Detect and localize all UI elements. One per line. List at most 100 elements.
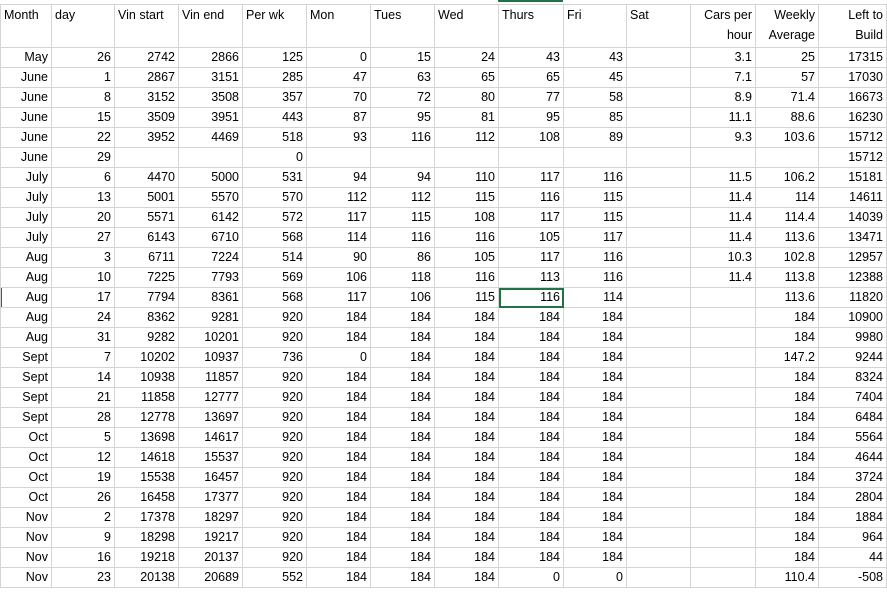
cell[interactable]: 2742 — [114, 47, 179, 68]
cell[interactable]: 7 — [51, 347, 115, 368]
cell[interactable]: 112 — [434, 127, 499, 148]
cell[interactable]: 9 — [51, 527, 115, 548]
cell[interactable]: 184 — [434, 427, 499, 448]
cell[interactable]: 116 — [434, 227, 499, 248]
cell[interactable]: 184 — [755, 447, 819, 468]
cell[interactable]: 518 — [242, 127, 307, 148]
cell[interactable]: 184 — [563, 507, 627, 528]
cell[interactable]: 184 — [755, 547, 819, 568]
cell[interactable]: 43 — [498, 47, 564, 68]
cell[interactable]: 184 — [498, 427, 564, 448]
cell[interactable]: 11.4 — [690, 187, 756, 208]
cell[interactable]: 5000 — [178, 167, 243, 188]
cell[interactable]: 14618 — [114, 447, 179, 468]
cell[interactable]: 14039 — [818, 207, 887, 228]
cell[interactable]: 3152 — [114, 87, 179, 108]
cell[interactable] — [690, 527, 756, 548]
cell[interactable]: 44 — [818, 547, 887, 568]
cell[interactable]: 63 — [370, 67, 435, 88]
cell[interactable]: 920 — [242, 467, 307, 488]
cell[interactable]: 2867 — [114, 67, 179, 88]
cell[interactable]: 920 — [242, 547, 307, 568]
cell[interactable]: 184 — [306, 487, 371, 508]
cell[interactable]: 184 — [498, 527, 564, 548]
cell[interactable]: 25 — [755, 47, 819, 68]
cell[interactable]: 15712 — [818, 147, 887, 168]
cell[interactable] — [690, 307, 756, 328]
cell[interactable]: 184 — [434, 507, 499, 528]
cell[interactable]: 184 — [755, 487, 819, 508]
cell[interactable]: 116 — [563, 167, 627, 188]
cell[interactable]: 0 — [242, 147, 307, 168]
cell[interactable]: 184 — [498, 487, 564, 508]
cell[interactable] — [626, 407, 691, 428]
cell[interactable]: 110.4 — [755, 567, 819, 588]
cell[interactable]: 11857 — [178, 367, 243, 388]
cell[interactable]: 20138 — [114, 567, 179, 588]
header-cell[interactable]: Sat — [626, 4, 691, 48]
cell[interactable]: 5564 — [818, 427, 887, 448]
cell[interactable]: 15537 — [178, 447, 243, 468]
cell[interactable]: 0 — [306, 347, 371, 368]
cell[interactable]: 17378 — [114, 507, 179, 528]
cell[interactable] — [563, 147, 627, 168]
cell[interactable]: 116 — [370, 227, 435, 248]
cell[interactable]: 9.3 — [690, 127, 756, 148]
cell[interactable]: 9980 — [818, 327, 887, 348]
cell[interactable]: May — [0, 47, 52, 68]
cell[interactable]: 10938 — [114, 367, 179, 388]
cell[interactable]: 184 — [306, 527, 371, 548]
cell[interactable]: 10937 — [178, 347, 243, 368]
cell[interactable]: 16457 — [178, 467, 243, 488]
cell[interactable]: 184 — [563, 527, 627, 548]
cell[interactable]: 184 — [370, 347, 435, 368]
cell[interactable] — [690, 387, 756, 408]
cell[interactable]: June — [0, 147, 52, 168]
cell[interactable]: 4469 — [178, 127, 243, 148]
cell[interactable]: 14611 — [818, 187, 887, 208]
cell[interactable] — [434, 147, 499, 168]
cell[interactable]: Sept — [0, 407, 52, 428]
cell[interactable]: 7794 — [114, 287, 179, 308]
cell[interactable] — [114, 147, 179, 168]
cell[interactable]: 8362 — [114, 307, 179, 328]
cell[interactable]: 184 — [563, 367, 627, 388]
cell[interactable]: 113 — [498, 267, 564, 288]
cell[interactable]: 114 — [306, 227, 371, 248]
cell[interactable]: 184 — [306, 547, 371, 568]
cell[interactable]: 184 — [498, 547, 564, 568]
cell[interactable]: 9282 — [114, 327, 179, 348]
cell[interactable]: 110 — [434, 167, 499, 188]
cell[interactable]: 6711 — [114, 247, 179, 268]
cell[interactable] — [690, 347, 756, 368]
cell[interactable]: 70 — [306, 87, 371, 108]
cell[interactable]: 112 — [370, 187, 435, 208]
cell[interactable] — [690, 327, 756, 348]
cell[interactable]: 94 — [306, 167, 371, 188]
cell[interactable]: 10 — [51, 267, 115, 288]
cell[interactable]: 184 — [370, 387, 435, 408]
cell[interactable] — [690, 407, 756, 428]
cell[interactable] — [690, 447, 756, 468]
cell[interactable]: 113.8 — [755, 267, 819, 288]
cell[interactable]: Aug — [0, 287, 52, 308]
header-cell[interactable]: Per wk — [242, 4, 307, 48]
cell[interactable]: 2 — [51, 507, 115, 528]
cell[interactable] — [498, 147, 564, 168]
cell[interactable]: 184 — [370, 407, 435, 428]
cell[interactable]: Nov — [0, 547, 52, 568]
cell[interactable]: 184 — [370, 307, 435, 328]
cell[interactable]: 184 — [370, 447, 435, 468]
cell[interactable]: 13698 — [114, 427, 179, 448]
cell[interactable]: 3.1 — [690, 47, 756, 68]
cell[interactable]: July — [0, 207, 52, 228]
cell[interactable]: 5570 — [178, 187, 243, 208]
cell[interactable]: 47 — [306, 67, 371, 88]
cell[interactable]: 11.4 — [690, 267, 756, 288]
cell[interactable]: 736 — [242, 347, 307, 368]
cell[interactable]: 184 — [755, 507, 819, 528]
cell[interactable]: 184 — [563, 327, 627, 348]
cell[interactable]: 5571 — [114, 207, 179, 228]
cell[interactable]: 6142 — [178, 207, 243, 228]
header-cell[interactable]: Wed — [434, 4, 499, 48]
